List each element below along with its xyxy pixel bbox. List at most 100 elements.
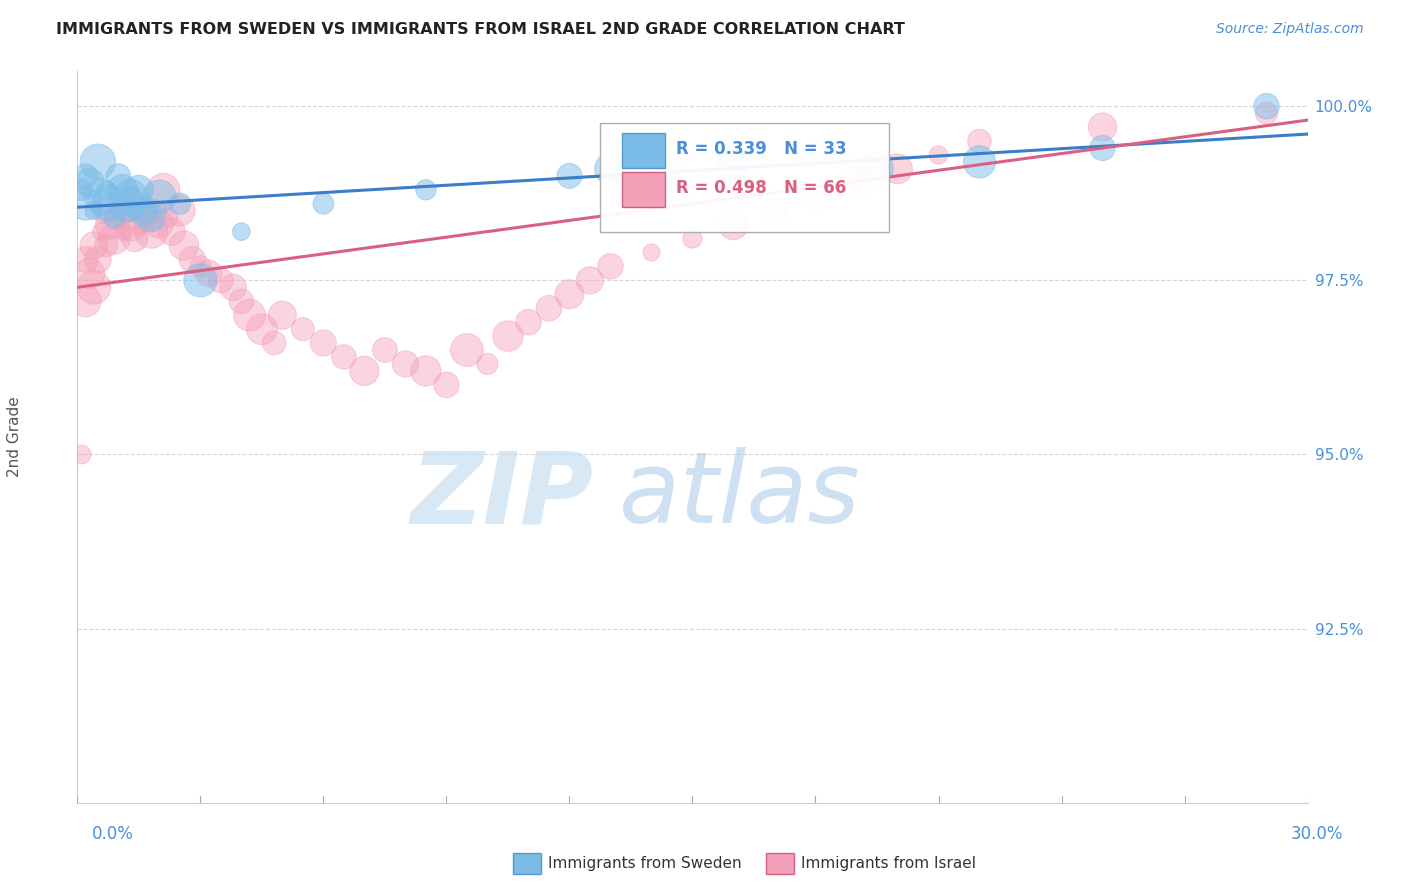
Point <box>132 203 155 218</box>
Point <box>83 203 105 218</box>
Text: atlas: atlas <box>619 447 860 544</box>
Point <box>87 252 110 267</box>
Point <box>291 322 314 336</box>
Point <box>456 343 478 357</box>
Point <box>173 238 195 252</box>
Point <box>141 211 163 225</box>
Point <box>231 294 253 309</box>
Point <box>83 238 105 252</box>
Point <box>75 294 97 309</box>
Point <box>1256 106 1278 120</box>
Point <box>156 211 179 225</box>
Point <box>723 155 745 169</box>
Point <box>148 190 170 204</box>
Point <box>209 273 232 287</box>
Point <box>98 218 121 232</box>
Point <box>222 280 245 294</box>
Point <box>231 225 253 239</box>
Point <box>682 231 704 245</box>
Text: R = 0.498   N = 66: R = 0.498 N = 66 <box>676 178 846 196</box>
Point <box>250 322 273 336</box>
Point <box>517 315 540 329</box>
Point <box>94 183 117 197</box>
FancyBboxPatch shape <box>623 171 665 207</box>
Point <box>763 203 786 218</box>
Point <box>353 364 375 378</box>
Point <box>136 211 159 225</box>
Point <box>141 225 163 239</box>
Point <box>1256 99 1278 113</box>
Text: R = 0.339   N = 33: R = 0.339 N = 33 <box>676 140 846 158</box>
Point <box>83 280 105 294</box>
Point <box>103 231 125 245</box>
Point <box>477 357 499 371</box>
Point <box>436 377 458 392</box>
Point <box>181 252 204 267</box>
Point <box>124 231 146 245</box>
Point <box>115 196 138 211</box>
Point <box>152 183 174 197</box>
Point <box>599 260 621 274</box>
Point <box>132 196 155 211</box>
Point <box>160 225 183 239</box>
FancyBboxPatch shape <box>600 122 890 232</box>
Point <box>143 203 166 218</box>
Point <box>75 196 97 211</box>
Point <box>90 225 114 239</box>
Text: Immigrants from Sweden: Immigrants from Sweden <box>548 856 742 871</box>
Point <box>969 155 991 169</box>
Point <box>579 273 602 287</box>
Point <box>188 260 212 274</box>
Point <box>599 161 621 176</box>
Point <box>120 190 142 204</box>
Point <box>107 211 129 225</box>
Point <box>558 287 581 301</box>
Point <box>188 273 212 287</box>
Point <box>79 176 101 190</box>
Point <box>75 169 97 183</box>
Y-axis label: 2nd Grade: 2nd Grade <box>7 397 21 477</box>
Point <box>928 148 950 162</box>
Point <box>94 203 117 218</box>
Point <box>312 196 335 211</box>
Point <box>723 218 745 232</box>
Point <box>263 336 285 351</box>
Point <box>197 266 219 280</box>
Point <box>148 218 170 232</box>
Point <box>111 183 134 197</box>
Point <box>120 218 142 232</box>
Point <box>124 203 146 218</box>
Point <box>394 357 416 371</box>
Point <box>537 301 560 316</box>
Point <box>98 196 121 211</box>
Point <box>70 448 93 462</box>
Point <box>1091 141 1114 155</box>
Point <box>271 308 294 322</box>
Point <box>969 134 991 148</box>
Point <box>103 211 125 225</box>
Text: 0.0%: 0.0% <box>91 825 134 843</box>
Text: Source: ZipAtlas.com: Source: ZipAtlas.com <box>1216 22 1364 37</box>
Point <box>115 203 138 218</box>
Point <box>866 161 889 176</box>
Point <box>558 169 581 183</box>
Text: Immigrants from Israel: Immigrants from Israel <box>801 856 976 871</box>
FancyBboxPatch shape <box>623 133 665 168</box>
Point <box>94 238 117 252</box>
Point <box>1091 120 1114 134</box>
Point <box>415 364 437 378</box>
Point <box>640 245 662 260</box>
Point <box>120 190 142 204</box>
Point <box>239 308 262 322</box>
Point <box>128 183 150 197</box>
Point <box>111 225 134 239</box>
Point <box>87 155 110 169</box>
Point <box>70 183 93 197</box>
Text: IMMIGRANTS FROM SWEDEN VS IMMIGRANTS FROM ISRAEL 2ND GRADE CORRELATION CHART: IMMIGRANTS FROM SWEDEN VS IMMIGRANTS FRO… <box>56 22 905 37</box>
Point <box>886 161 908 176</box>
Text: 30.0%: 30.0% <box>1291 825 1343 843</box>
Point <box>374 343 396 357</box>
Text: ZIP: ZIP <box>411 447 595 544</box>
Point <box>90 190 114 204</box>
Point <box>312 336 335 351</box>
